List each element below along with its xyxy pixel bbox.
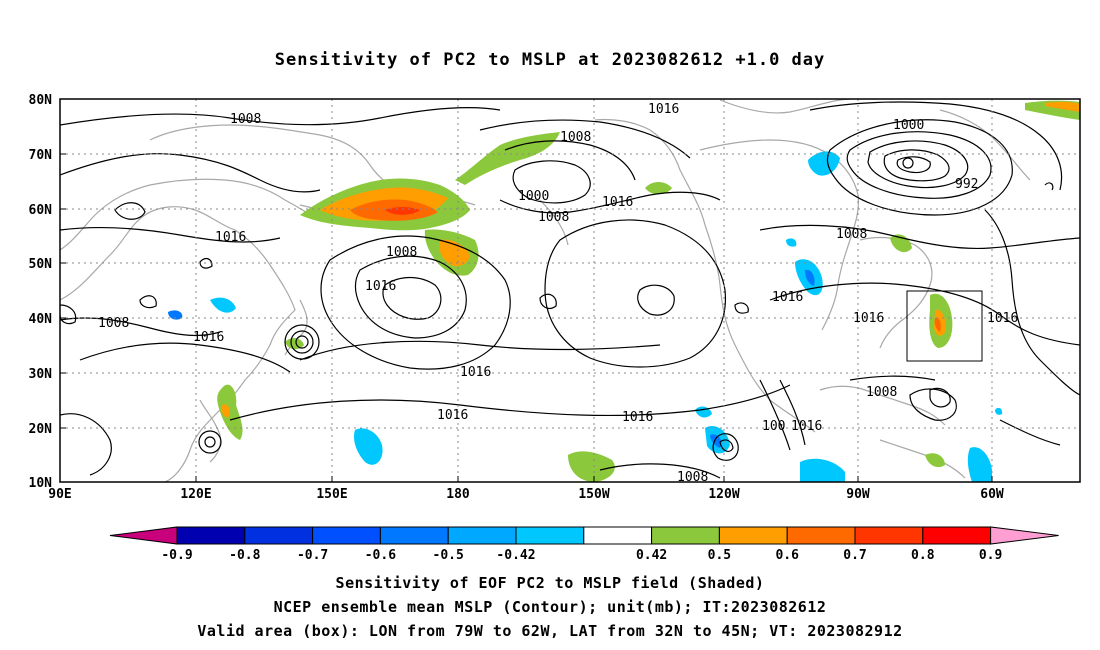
caption-valid-area: Valid area (box): LON from 79W to 62W, L… bbox=[197, 622, 903, 640]
lon-label: 120E bbox=[180, 487, 211, 502]
lat-label: 80N bbox=[29, 93, 53, 108]
lat-label: 50N bbox=[29, 257, 53, 272]
contour-label: 1016 bbox=[460, 365, 491, 380]
contour-label: 1016 bbox=[772, 290, 803, 305]
colorbar-tick-label: -0.5 bbox=[433, 548, 464, 563]
colorbar-tick-label: -0.7 bbox=[297, 548, 328, 563]
lat-label: 40N bbox=[29, 312, 53, 327]
contour-label: 1008 bbox=[230, 112, 261, 127]
colorbar-tick-label: 0.7 bbox=[843, 548, 866, 563]
contour-label: 1016 bbox=[791, 419, 822, 434]
contour-label: 1000 bbox=[518, 189, 549, 204]
colorbar-tick-label: 0.42 bbox=[636, 548, 667, 563]
colorbar-swatch bbox=[583, 526, 653, 545]
contour-label: 1016 bbox=[365, 279, 396, 294]
valid-area-box bbox=[906, 290, 983, 362]
colorbar-tick-label: -0.8 bbox=[229, 548, 260, 563]
lat-label: 60N bbox=[29, 203, 53, 218]
lon-label: 180 bbox=[446, 487, 470, 502]
lon-label: 150W bbox=[578, 487, 609, 502]
longitude-labels: 90E 120E 150E 180 150W 120W 90W 60W bbox=[48, 487, 1004, 502]
colorbar-tick-label: 0.5 bbox=[708, 548, 731, 563]
contour-label: 1016 bbox=[193, 330, 224, 345]
axis-ticks bbox=[60, 98, 993, 483]
contour-label: 1008 bbox=[386, 245, 417, 260]
lon-label: 90W bbox=[846, 487, 870, 502]
contour-label: 1008 bbox=[677, 470, 708, 485]
colorbar-swatch bbox=[854, 526, 924, 545]
lon-label: 120W bbox=[708, 487, 739, 502]
colorbar-swatch bbox=[244, 526, 314, 545]
contour-label: 992 bbox=[955, 177, 978, 192]
contour-label: 1016 bbox=[987, 311, 1018, 326]
map-title: Sensitivity of PC2 to MSLP at 2023082612… bbox=[274, 50, 826, 70]
colorbar-tick-label: 0.8 bbox=[911, 548, 935, 563]
contour-label: 100 bbox=[762, 419, 785, 434]
colorbar-swatch bbox=[718, 526, 788, 545]
colorbar-swatch bbox=[922, 526, 992, 545]
colorbar-swatch bbox=[515, 526, 585, 545]
colorbar-swatch bbox=[176, 526, 246, 545]
grid-lines bbox=[60, 99, 1080, 482]
contour-label: 1000 bbox=[893, 118, 924, 133]
latitude-labels: 80N 70N 60N 50N 40N 30N 20N 10N bbox=[29, 93, 53, 491]
contour-label: 1016 bbox=[853, 311, 884, 326]
contour-label: 1016 bbox=[215, 230, 246, 245]
lat-label: 10N bbox=[29, 476, 53, 491]
contour-label: 1008 bbox=[866, 385, 897, 400]
colorbar-high-arrow bbox=[990, 526, 1059, 545]
contour-label: 1016 bbox=[602, 195, 633, 210]
contour-label: 1016 bbox=[437, 408, 468, 423]
colorbar: -0.9 -0.8 -0.7 -0.6 -0.5 -0.42 0.42 0.5 0.6 0.7 0.… bbox=[109, 526, 1059, 563]
colorbar-tick-label: 0.6 bbox=[775, 548, 799, 563]
plot-frame bbox=[59, 98, 1081, 483]
contour-label: 1016 bbox=[622, 410, 653, 425]
lon-label: 90E bbox=[48, 487, 71, 502]
contour-label: 1008 bbox=[98, 316, 129, 331]
lon-label: 60W bbox=[980, 487, 1004, 502]
lon-label: 150E bbox=[316, 487, 347, 502]
lat-label: 30N bbox=[29, 367, 53, 382]
contour-label: 1008 bbox=[836, 227, 867, 242]
colorbar-tick-label: 0.9 bbox=[979, 548, 1002, 563]
colorbar-tick-label: -0.6 bbox=[365, 548, 396, 563]
lat-label: 70N bbox=[29, 148, 53, 163]
caption-contour: NCEP ensemble mean MSLP (Contour); unit(… bbox=[273, 598, 827, 616]
contour-label: 1008 bbox=[538, 210, 569, 225]
caption-shading: Sensitivity of EOF PC2 to MSLP field (Sh… bbox=[335, 574, 765, 592]
colorbar-tick-label: -0.42 bbox=[496, 548, 535, 563]
colorbar-swatch bbox=[447, 526, 517, 545]
colorbar-tick-label: -0.9 bbox=[161, 548, 192, 563]
colorbar-low-arrow bbox=[109, 526, 178, 545]
contour-label: 1016 bbox=[648, 102, 679, 117]
colorbar-swatch bbox=[379, 526, 449, 545]
colorbar-swatch bbox=[312, 526, 381, 545]
contour-label: 1008 bbox=[560, 130, 591, 145]
contour-labels: 1008 1016 1016 1008 1008 1016 1016 1016 … bbox=[98, 102, 1018, 485]
colorbar-swatch bbox=[786, 526, 856, 545]
mslp-contours bbox=[60, 101, 1080, 479]
colorbar-swatch bbox=[651, 526, 720, 545]
lat-label: 20N bbox=[29, 422, 53, 437]
